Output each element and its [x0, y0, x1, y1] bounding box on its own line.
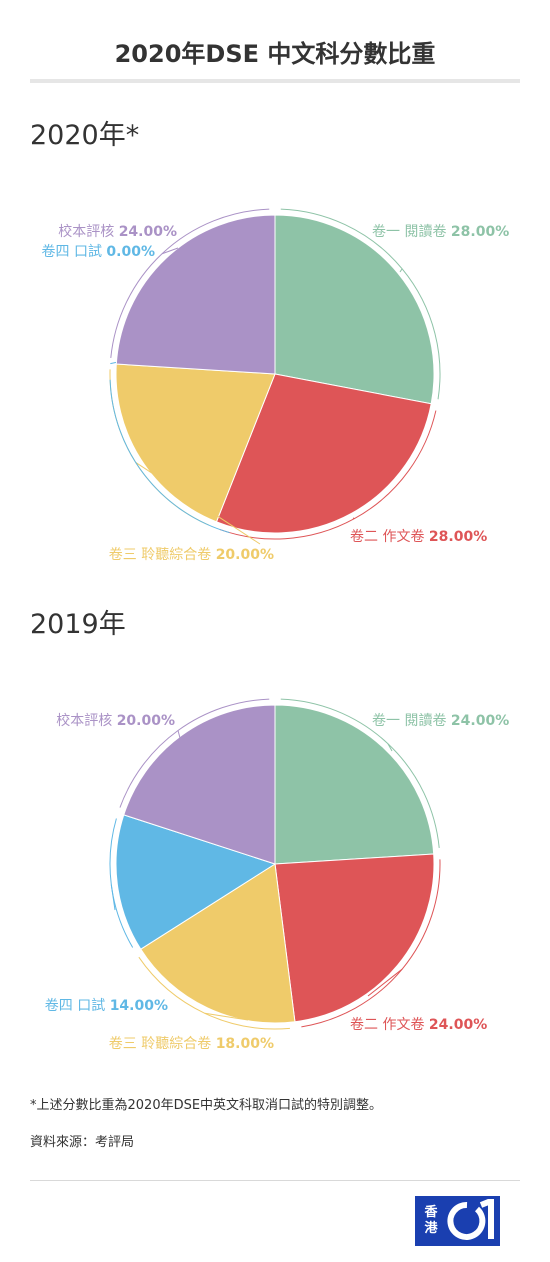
pie-slice — [115, 363, 276, 523]
label-leader-line — [367, 968, 403, 997]
logo-text: 香 港 — [417, 1205, 445, 1237]
source-note: 資料來源：考評局 — [30, 1135, 135, 1150]
logo-char-1: 香 — [424, 1205, 438, 1220]
pie-slice — [115, 814, 277, 950]
slice-label-name: 卷一 閱讀卷 — [372, 224, 451, 240]
slice-label: 卷二 作文卷 24.00% — [350, 1017, 487, 1033]
slice-label-name: 卷三 聆聽綜合卷 — [109, 547, 216, 563]
title-divider — [30, 79, 520, 83]
label-leader-line — [387, 743, 393, 752]
slice-label: 卷一 閱讀卷 28.00% — [372, 224, 509, 240]
pie-slice — [274, 704, 435, 865]
label-leader-line — [161, 247, 179, 255]
slice-label-value: 28.00% — [429, 529, 487, 545]
pie-slice — [140, 863, 296, 1024]
slice-label-value: 24.00% — [451, 713, 509, 729]
slice-label-value: 28.00% — [451, 224, 509, 240]
label-leader-line — [135, 461, 261, 545]
slice-label-name: 卷二 作文卷 — [350, 1017, 429, 1033]
slice-label: 卷四 口試 14.00% — [45, 998, 168, 1014]
slice-label-name: 卷四 口試 — [45, 998, 110, 1014]
slice-label-name: 校本評核 — [58, 223, 118, 240]
pie-slice — [215, 373, 432, 534]
slice-label-name: 卷二 作文卷 — [350, 529, 429, 545]
footnote: *上述分數比重為2020年DSE中英文科取消口試的特別調整。 — [30, 1098, 383, 1113]
hk01-logo: 香 港 — [415, 1196, 500, 1246]
pie-chart-2019: 卷一 閱讀卷 24.00%卷二 作文卷 24.00%卷三 聆聽綜合卷 18.00… — [45, 698, 509, 1052]
slice-label: 卷三 聆聽綜合卷 18.00% — [109, 1036, 274, 1052]
slice-label-value: 24.00% — [119, 224, 177, 240]
slice-bracket — [109, 379, 230, 534]
label-leader-line — [204, 1012, 249, 1021]
slice-label-value: 18.00% — [216, 1036, 274, 1052]
slice-label-value: 24.00% — [429, 1017, 487, 1033]
bottom-divider — [30, 1180, 520, 1181]
label-leader-line — [110, 884, 116, 911]
pie-slice — [274, 214, 435, 405]
slice-label-value: 0.00% — [106, 244, 155, 260]
slice-label: 卷四 口試 0.00% — [42, 244, 155, 260]
pie-slice — [123, 704, 276, 865]
slice-label: 校本評核 20.00% — [56, 712, 175, 729]
chart-title: 2020年DSE 中文科分數比重 — [114, 40, 436, 68]
pie-slice — [274, 853, 435, 1023]
slice-label-name: 卷三 聆聽綜合卷 — [109, 1036, 216, 1052]
label-leader-line — [352, 517, 355, 520]
slice-label-name: 卷四 口試 — [42, 244, 107, 260]
label-leader-line — [399, 268, 403, 273]
slice-label: 校本評核 24.00% — [58, 223, 177, 240]
slice-label-value: 14.00% — [110, 998, 168, 1014]
logo-01-mark-icon — [447, 1199, 494, 1240]
pie-slice — [115, 214, 276, 375]
pie-chart-2020: 卷一 閱讀卷 28.00%卷二 作文卷 28.00%卷三 聆聽綜合卷 20.00… — [42, 208, 509, 563]
slice-label-value: 20.00% — [216, 547, 274, 563]
logo-char-2: 港 — [424, 1221, 438, 1236]
slice-label-name: 卷一 閱讀卷 — [372, 713, 451, 729]
slice-label-name: 校本評核 — [56, 712, 116, 729]
label-leader-line — [177, 730, 181, 739]
pie-title-2019: 2019年 — [30, 609, 126, 640]
slice-label: 卷三 聆聽綜合卷 20.00% — [109, 547, 274, 563]
slice-label: 卷一 閱讀卷 24.00% — [372, 713, 509, 729]
pie-title-2020: 2020年* — [30, 120, 140, 151]
slice-label: 卷二 作文卷 28.00% — [350, 529, 487, 545]
slice-label-value: 20.00% — [117, 713, 175, 729]
